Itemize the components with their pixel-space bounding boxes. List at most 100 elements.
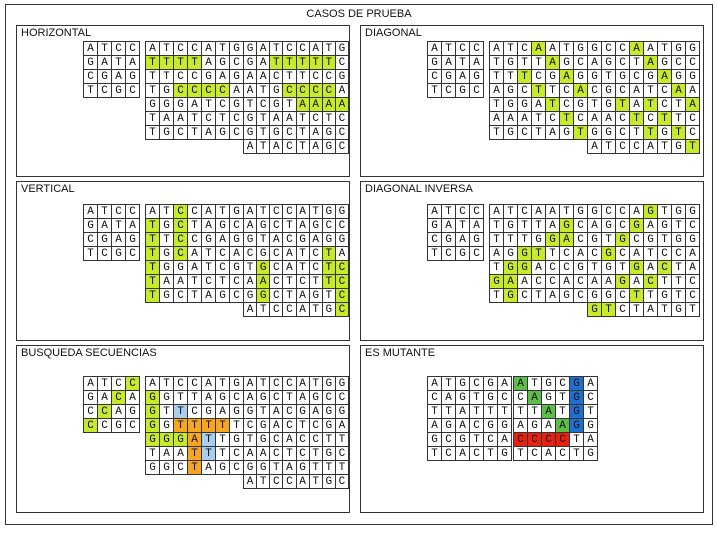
matrix-cell: A [643, 139, 658, 154]
matrix-cell: A [321, 97, 336, 112]
matrix-cell: G [173, 432, 188, 447]
matrix-cell: A [295, 288, 310, 303]
matrix-cell: T [657, 274, 672, 289]
matrix-cell: G [159, 390, 174, 405]
matrix-cell: T [321, 41, 336, 56]
matrix-cell: G [583, 418, 598, 433]
matrix-cell: G [256, 460, 271, 475]
matrix-cell: T [145, 55, 160, 70]
matrix-cell: G [685, 41, 700, 56]
matrix-cell: T [295, 69, 310, 84]
matrix-cell: T [201, 246, 216, 261]
matrix-cell: T [503, 41, 518, 56]
matrix-cell: G [573, 97, 588, 112]
matrix-cell: G [321, 302, 336, 317]
panel-title: DIAGONAL INVERSA [365, 183, 473, 195]
matrix-cell: C [615, 246, 630, 261]
matrix-cell: T [295, 111, 310, 126]
matrix-cell: T [455, 218, 470, 233]
matrix-cell: C [573, 274, 588, 289]
matrix-cell: T [321, 460, 336, 475]
matrix-cell: G [629, 260, 644, 275]
matrix-cell: C [201, 111, 216, 126]
matrix-cell: T [531, 125, 546, 140]
matrix-cell: A [215, 232, 230, 247]
matrix-cell: G [173, 260, 188, 275]
matrix-cell: G [685, 204, 700, 219]
matrix-cell: C [334, 139, 350, 154]
matrix-cell: A [282, 111, 297, 126]
matrix-cell: G [229, 376, 244, 391]
matrix-cell: T [187, 111, 202, 126]
matrix-cell: G [587, 204, 602, 219]
matrix-cell: G [497, 446, 512, 461]
matrix-cell: T [187, 125, 202, 140]
matrix-cell: A [469, 218, 484, 233]
matrix-cell: A [201, 288, 216, 303]
panel-vertical: VERTICAL A T C C G A T A C G A G T C G C A T C C A T G T G C T A G C T T… [16, 181, 350, 341]
matrix-cell: A [601, 111, 616, 126]
matrix-cell: A [97, 55, 112, 70]
matrix-cell: T [657, 204, 672, 219]
matrix-cell: C [601, 41, 616, 56]
matrix-cell: T [269, 460, 284, 475]
matrix-cell: A [201, 204, 216, 219]
matrix-cell: C [229, 390, 244, 405]
matrix-cell: A [643, 41, 658, 56]
matrix-cell: G [295, 404, 310, 419]
matrix-cell: C [269, 432, 284, 447]
matrix-cell: T [671, 274, 686, 289]
matrix-cell: G [201, 404, 216, 419]
matrix-cell: T [531, 288, 546, 303]
matrix-cell: T [629, 125, 644, 140]
matrix-cell: G [125, 404, 140, 419]
matrix-cell: A [111, 69, 126, 84]
matrix-cell: A [295, 302, 310, 317]
matrix-cell: C [282, 232, 297, 247]
matrix-cell: G [334, 69, 350, 84]
matrix-cell: G [229, 232, 244, 247]
matrix-cell: G [256, 418, 271, 433]
matrix-cell: C [685, 274, 700, 289]
matrix-cell: T [242, 97, 258, 112]
matrix-cell: G [685, 232, 700, 247]
matrix-cell: C [573, 288, 588, 303]
matrix-cell: A [215, 69, 230, 84]
matrix-cell: T [173, 418, 188, 433]
matrix-cell: G [601, 83, 616, 98]
matrix-cell: C [334, 125, 350, 140]
matrix-cell: C [321, 83, 336, 98]
matrix-cell: T [145, 246, 160, 261]
matrix-cell: G [145, 432, 160, 447]
matrix-cell: C [657, 83, 672, 98]
matrix-cell: A [111, 232, 126, 247]
matrix-cell: A [497, 376, 512, 391]
matrix-cell: G [159, 246, 174, 261]
matrix-cell: G [321, 474, 336, 489]
matrix-cell: T [503, 232, 518, 247]
matrix-cell: A [308, 139, 323, 154]
matrix-cell: T [145, 83, 160, 98]
matrix-cell: G [587, 288, 602, 303]
matrix-cell: A [531, 260, 546, 275]
matrix-cell: C [657, 260, 672, 275]
matrix-cell: T [308, 204, 323, 219]
matrix-cell: C [215, 260, 230, 275]
matrix-cell: T [83, 246, 98, 261]
matrix-cell: G [573, 260, 588, 275]
matrix-cell: T [187, 390, 202, 405]
matrix-cell: A [282, 460, 297, 475]
matrix-cell: G [427, 55, 442, 70]
